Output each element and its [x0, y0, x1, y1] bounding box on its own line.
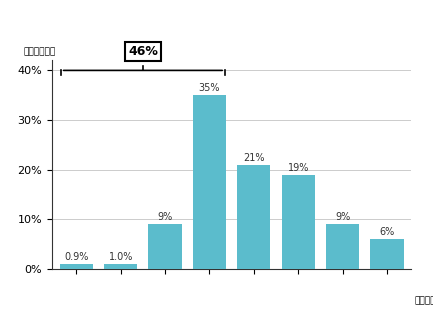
- Text: 21%: 21%: [243, 153, 265, 163]
- Bar: [281, 175, 315, 269]
- Text: 9%: 9%: [158, 212, 173, 222]
- Text: 0.9%: 0.9%: [64, 252, 89, 262]
- Bar: [237, 165, 271, 269]
- Bar: [193, 95, 226, 269]
- Text: 6%: 6%: [379, 227, 394, 237]
- Text: 19%: 19%: [288, 163, 309, 173]
- Bar: [149, 224, 182, 269]
- Text: （顧客比率）: （顧客比率）: [23, 47, 55, 56]
- Text: 35%: 35%: [199, 83, 220, 93]
- Text: 46%: 46%: [128, 45, 158, 58]
- Bar: [370, 239, 404, 269]
- Bar: [326, 224, 359, 269]
- Text: 9%: 9%: [335, 212, 350, 222]
- Text: （運用損益率）: （運用損益率）: [415, 296, 433, 305]
- Bar: [60, 264, 93, 269]
- Bar: [104, 264, 137, 269]
- Text: 1.0%: 1.0%: [109, 252, 133, 262]
